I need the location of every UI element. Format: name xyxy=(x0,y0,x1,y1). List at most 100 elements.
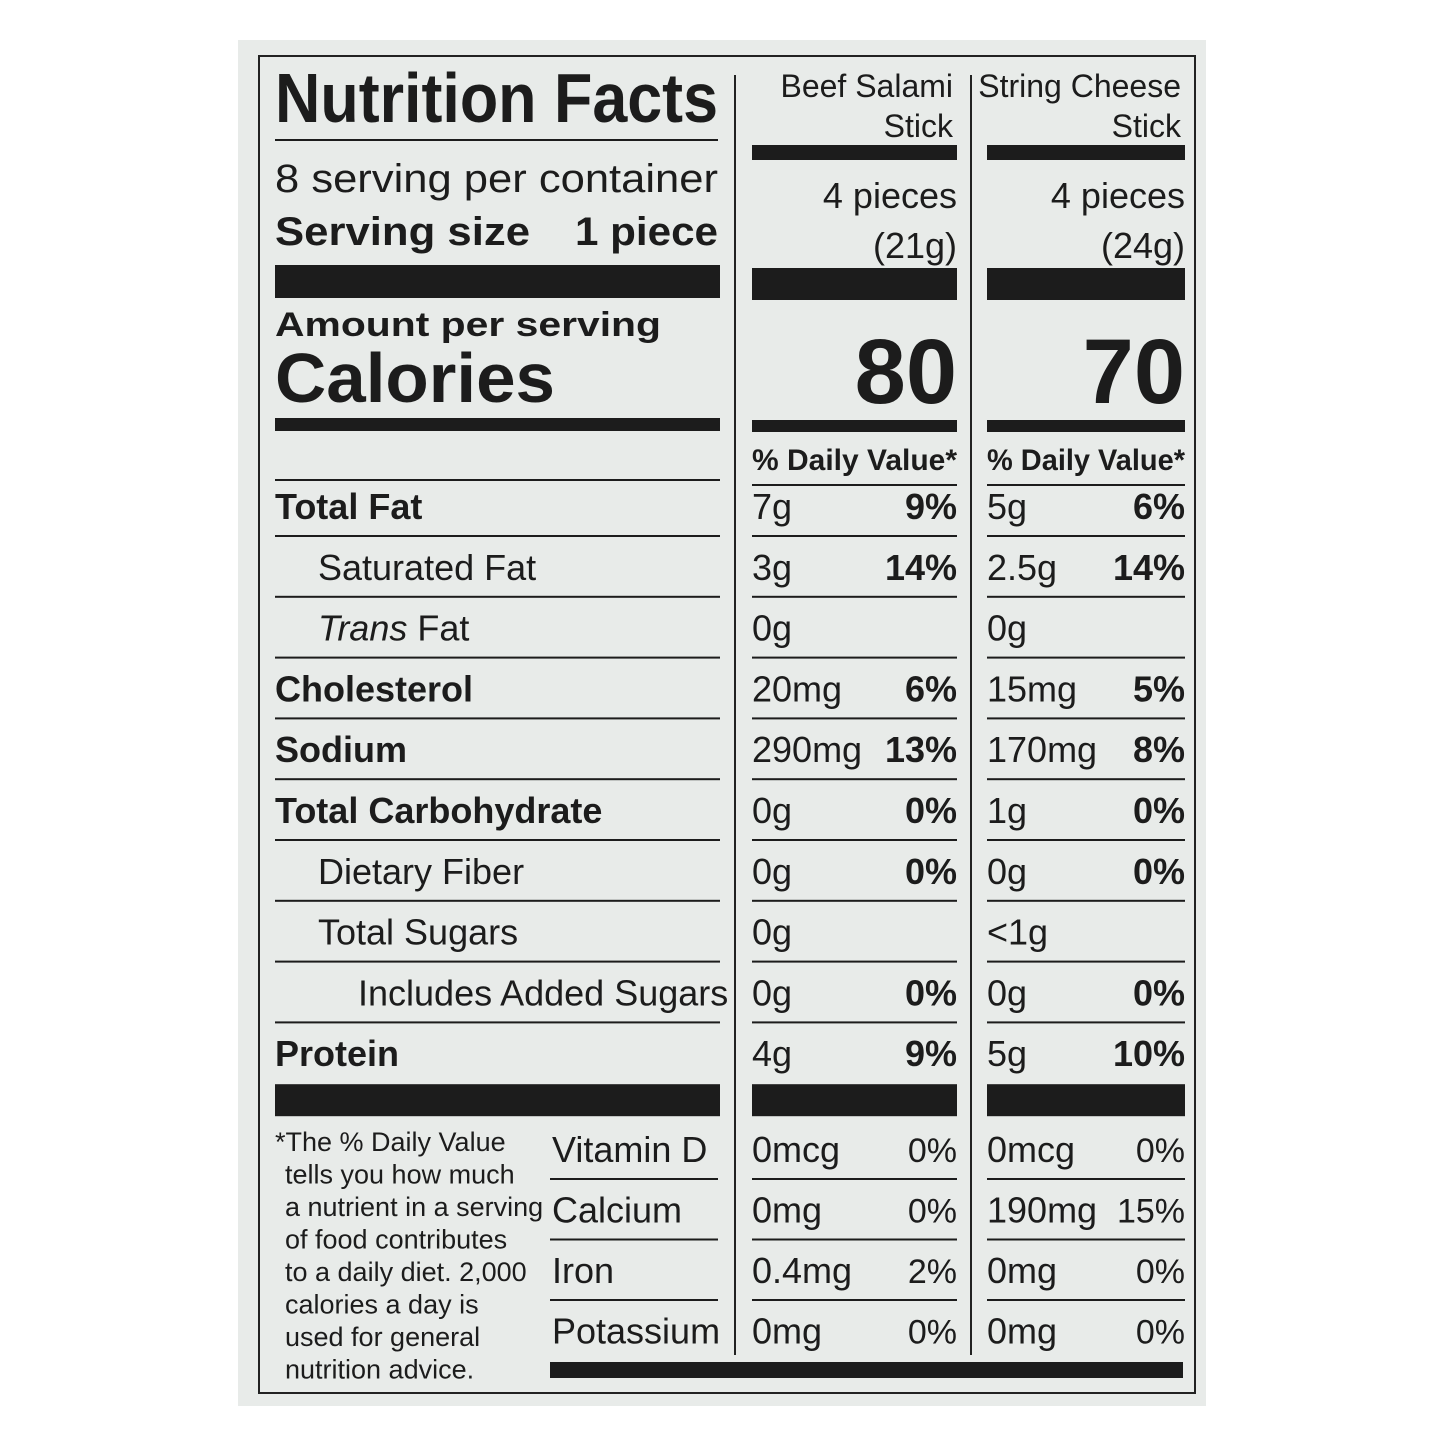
daily-value: 0% xyxy=(1133,972,1185,1013)
rule xyxy=(275,778,720,781)
rule xyxy=(752,1084,957,1117)
rule xyxy=(275,960,720,963)
daily-value: 0% xyxy=(908,1132,957,1170)
amount: 5g xyxy=(987,1033,1027,1074)
calories-label: Calories xyxy=(275,339,555,417)
rule xyxy=(275,899,720,902)
amount: 0mg xyxy=(987,1250,1057,1291)
vitamin-label: Potassium xyxy=(552,1311,720,1352)
amount: 0mg xyxy=(752,1311,822,1352)
amount: 0mcg xyxy=(752,1129,840,1170)
amount: 0mg xyxy=(752,1190,822,1231)
nutrient-label: Trans Fat xyxy=(318,608,469,649)
rule xyxy=(752,899,957,902)
column-serving: (24g) xyxy=(1101,225,1185,266)
rule xyxy=(752,484,957,486)
calories-value: 80 xyxy=(855,321,957,423)
rule xyxy=(987,839,1185,841)
rule xyxy=(987,1084,1185,1117)
rule xyxy=(752,1178,957,1180)
daily-value: 6% xyxy=(1133,486,1185,527)
daily-value: 0% xyxy=(1133,790,1185,831)
nutrient-label: Total Fat xyxy=(275,486,422,527)
rule xyxy=(275,139,718,141)
nutrient-label-italic: Trans xyxy=(318,608,407,649)
daily-value: 0% xyxy=(905,851,957,892)
daily-value: 0% xyxy=(1136,1314,1185,1352)
footnote: calories a day is xyxy=(285,1290,479,1320)
serving-size: 1 piece xyxy=(575,210,718,254)
nutrient-label: Includes Added Sugars xyxy=(358,972,728,1013)
rule xyxy=(987,1021,1185,1024)
rule xyxy=(752,1021,957,1024)
amount: 170mg xyxy=(987,729,1097,770)
vitamin-label: Vitamin D xyxy=(552,1129,707,1170)
nutrient-label: Total Sugars xyxy=(318,912,518,953)
amount: 0g xyxy=(987,972,1027,1013)
rule xyxy=(275,1021,720,1024)
amount: 5g xyxy=(987,486,1027,527)
rule xyxy=(752,145,957,160)
daily-value-header: % Daily Value* xyxy=(752,444,957,477)
rule xyxy=(987,717,1185,720)
rule xyxy=(752,656,957,659)
rule xyxy=(275,479,720,481)
column-serving: (21g) xyxy=(873,225,957,266)
amount-per-serving: Amount per serving xyxy=(275,306,661,344)
daily-value: 15% xyxy=(1117,1193,1185,1231)
rule xyxy=(550,1299,718,1301)
amount: 7g xyxy=(752,486,792,527)
rule xyxy=(752,535,957,537)
amount: 0.4mg xyxy=(752,1250,852,1291)
rule xyxy=(987,595,1185,598)
rule xyxy=(752,1299,957,1301)
amount: 0g xyxy=(987,851,1027,892)
border xyxy=(258,55,1196,1394)
daily-value: 0% xyxy=(908,1314,957,1352)
servings: 8 serving per container xyxy=(275,157,718,201)
nutrient-label: Dietary Fiber xyxy=(318,851,524,892)
daily-value: 5% xyxy=(1133,668,1185,709)
rule xyxy=(987,535,1185,537)
column-serving: 4 pieces xyxy=(1051,175,1185,216)
daily-value: 13% xyxy=(885,729,957,770)
footnote: tells you how much xyxy=(285,1160,515,1190)
daily-value: 6% xyxy=(905,668,957,709)
rule xyxy=(752,595,957,598)
rule xyxy=(987,1299,1185,1301)
rule xyxy=(752,839,957,841)
daily-value: 0% xyxy=(1136,1253,1185,1291)
vitamin-label: Calcium xyxy=(552,1190,682,1231)
footnote: of food contributes xyxy=(285,1225,507,1255)
rule xyxy=(550,1362,1183,1378)
nutrient-label: Sodium xyxy=(275,729,407,770)
amount: 15mg xyxy=(987,668,1077,709)
rule xyxy=(752,268,957,300)
rule xyxy=(275,656,720,659)
rule xyxy=(275,1084,720,1117)
amount: <1g xyxy=(987,912,1048,953)
nutrient-label: Cholesterol xyxy=(275,668,473,709)
rule xyxy=(275,717,720,720)
daily-value: 0% xyxy=(905,790,957,831)
rule xyxy=(275,595,720,598)
rule xyxy=(987,484,1185,486)
calories-value: 70 xyxy=(1083,321,1185,423)
rule xyxy=(987,145,1185,160)
rule xyxy=(987,899,1185,902)
footnote: a nutrient in a serving xyxy=(285,1192,543,1222)
rule xyxy=(752,420,957,432)
rule xyxy=(987,268,1185,300)
rule xyxy=(987,420,1185,432)
daily-value: 0% xyxy=(1133,851,1185,892)
daily-value: 9% xyxy=(905,486,957,527)
rule xyxy=(752,778,957,781)
column-name: Beef Salami xyxy=(780,68,953,104)
vitamin-label: Iron xyxy=(552,1250,614,1291)
amount: 0mcg xyxy=(987,1129,1075,1170)
daily-value: 2% xyxy=(908,1253,957,1291)
footnote: to a daily diet. 2,000 xyxy=(285,1257,527,1287)
daily-value: 14% xyxy=(885,547,957,588)
amount: 0g xyxy=(752,912,792,953)
